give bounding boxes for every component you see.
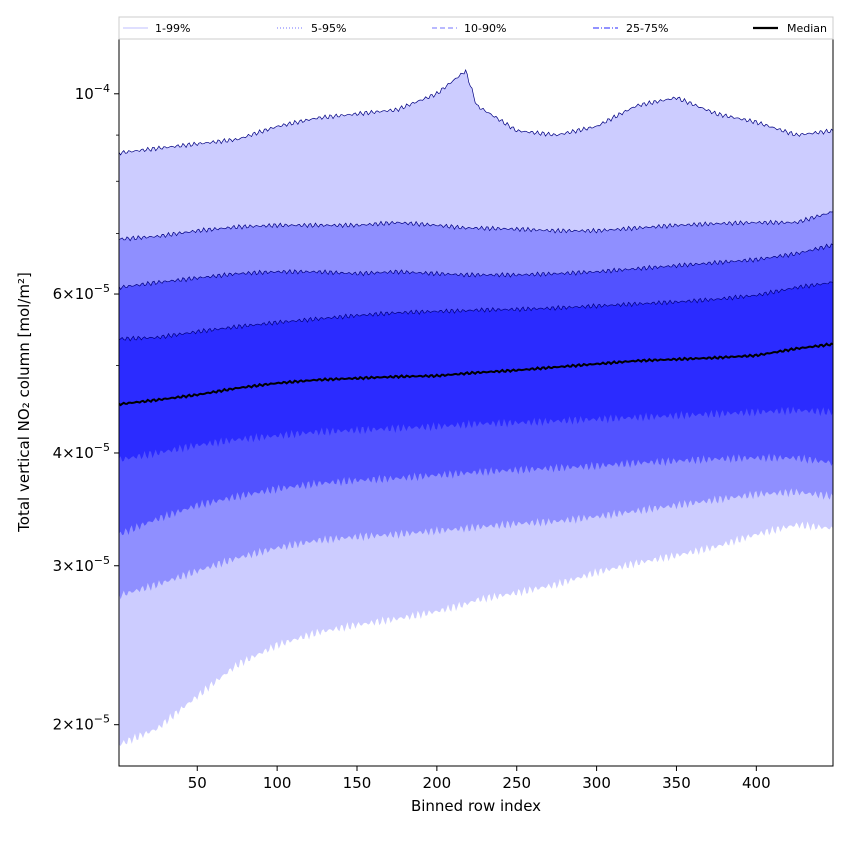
y-axis: 2×10−5 3×10−5 4×10−5 6×10−5 10−4 (53, 82, 119, 734)
x-tick-label: 250 (502, 774, 531, 792)
legend-label: 5-95% (311, 22, 346, 35)
legend-label: 10-90% (464, 22, 506, 35)
x-tick-label: 400 (742, 774, 771, 792)
x-tick-label: 50 (188, 774, 207, 792)
x-tick-label: 150 (343, 774, 372, 792)
y-tick-label: 4×10−5 (53, 441, 110, 462)
median-line (119, 342, 833, 407)
band-upper-edge-25-75pct (119, 281, 833, 342)
band-upper-edge-10-90pct (119, 243, 833, 291)
legend-box (118, 16, 834, 40)
percentile-bands (119, 69, 833, 746)
legend: 1-99% 5-95% 10-90% 25-75% Median (118, 16, 834, 40)
y-tick-label: 6×10−5 (53, 282, 110, 303)
y-tick-label: 10−4 (75, 82, 110, 103)
x-axis-label: Binned row index (411, 797, 541, 815)
x-tick-label: 100 (263, 774, 292, 792)
band-upper-edge-1-99pct (119, 69, 833, 156)
y-tick-label: 2×10−5 (53, 713, 110, 734)
y-axis-label: Total vertical NO₂ column [mol/m²] (15, 272, 33, 533)
x-tick-label: 200 (423, 774, 452, 792)
median-series (119, 342, 833, 407)
legend-label: 1-99% (155, 22, 190, 35)
legend-label: 25-75% (626, 22, 668, 35)
legend-label: Median (787, 22, 827, 35)
band-upper-edge-5-95pct (119, 211, 833, 242)
x-axis: 50 100 150 200 250 300 350 400 (188, 766, 771, 792)
y-tick-label: 3×10−5 (53, 554, 110, 575)
x-tick-label: 350 (662, 774, 691, 792)
x-tick-label: 300 (582, 774, 611, 792)
